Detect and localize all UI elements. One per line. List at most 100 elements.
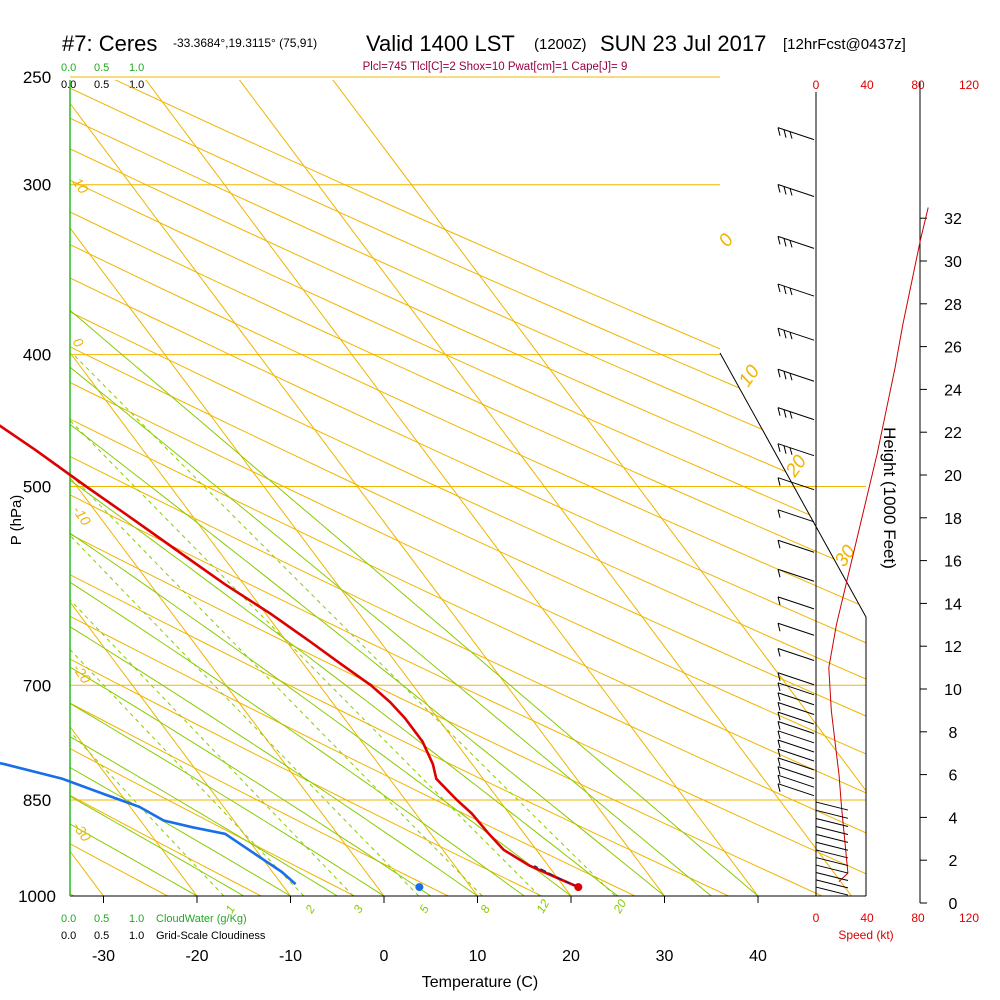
wind-barb-feather	[777, 596, 781, 605]
mixing-ratio-line	[73, 354, 616, 896]
height-tick-label: 18	[944, 511, 962, 528]
dry-adiabat	[70, 80, 729, 896]
wind-barb-feather	[783, 371, 787, 380]
dry-adiabat-label: -30	[70, 819, 95, 845]
wind-barb-feather	[777, 569, 781, 578]
wind-barb-feather	[777, 184, 781, 193]
wind-speed-tick-bottom: 0	[813, 911, 820, 925]
x-tick-label: 20	[562, 948, 580, 965]
dry-adiabat	[70, 80, 866, 896]
height-tick-label: 22	[944, 425, 962, 442]
cloud-water-scale-top: 0.0 0.5 1.0	[61, 62, 144, 74]
plot-diagonal-edge	[719, 352, 867, 896]
moist-adiabat-label: 30	[831, 541, 861, 571]
dewpoint-line	[0, 761, 297, 886]
wind-barb	[815, 857, 849, 867]
isotherm-line	[143, 80, 759, 896]
mixing-ratio-label: 3	[350, 902, 366, 915]
mixing-ratio-line	[70, 354, 225, 896]
isotherm-line	[236, 80, 852, 896]
moist-adiabat-label: 0	[715, 230, 739, 251]
wind-barb-feather	[789, 332, 793, 340]
isotherm-line	[70, 80, 385, 896]
mixing-ratio-label: 20	[610, 897, 629, 917]
mixing-ratio-label: 8	[477, 902, 493, 915]
wind-barb	[777, 766, 815, 780]
isotherm-line	[70, 80, 291, 896]
x-tick-label: 0	[380, 948, 389, 965]
mixing-ratio-line	[70, 354, 540, 896]
moist-adiabat-label: 20	[781, 451, 811, 482]
wind-barb-feather	[777, 702, 781, 711]
dry-adiabat	[70, 80, 866, 896]
wind-barb	[777, 127, 815, 141]
wind-barb-feather	[789, 373, 793, 381]
isotherm-line	[70, 80, 198, 896]
cloud-water-label: CloudWater (g/Kg)	[156, 913, 247, 925]
dry-adiabat	[70, 80, 866, 896]
wind-barb-feather	[777, 783, 781, 792]
wind-barb	[815, 826, 849, 835]
cloudiness-tick: 0.0	[61, 79, 76, 91]
wind-barb	[777, 368, 815, 382]
cloud-water-tick: 1.0	[129, 913, 144, 925]
x-tick-label: 30	[656, 948, 674, 965]
dry-adiabat-label: -20	[70, 661, 95, 687]
x-axis-title: Temperature (C)	[422, 974, 538, 991]
cloudiness-tick: 0.5	[94, 930, 109, 942]
wind-barb-feather	[777, 648, 781, 657]
isotherm-line	[70, 80, 478, 896]
wind-barb-feather	[777, 509, 781, 518]
isotherm-line	[70, 80, 665, 896]
wind-barb	[777, 682, 815, 696]
wind-barb	[815, 809, 849, 819]
height-tick-label: 12	[944, 639, 962, 656]
height-tick-label: 28	[944, 297, 962, 314]
wind-speed-profile	[828, 207, 929, 882]
height-tick-label: 8	[949, 725, 958, 742]
wind-barb	[777, 596, 815, 610]
wind-barb	[777, 730, 815, 744]
wind-speed-label: Speed (kt)	[838, 928, 893, 942]
wind-barb	[777, 711, 815, 725]
wind-barb-feather	[783, 285, 787, 295]
wind-barb-feather	[783, 186, 787, 195]
height-tick-label: 30	[944, 254, 962, 271]
wind-barb-feather	[777, 682, 781, 691]
wind-barb	[815, 841, 849, 851]
wind-speed-tick-bottom: 40	[860, 911, 874, 925]
x-tick-label: 40	[749, 948, 767, 965]
wind-barb-feather	[777, 692, 781, 701]
wind-barb-feather	[777, 369, 781, 378]
wind-barb	[815, 801, 849, 811]
height-tick-label: 6	[949, 768, 958, 785]
moist-adiabat	[70, 80, 712, 896]
sounding-series	[0, 424, 583, 892]
dry-adiabat	[70, 80, 355, 896]
dry-adiabat-label: 10	[70, 175, 92, 197]
wind-barb	[777, 692, 815, 706]
wind-barb	[815, 849, 849, 859]
pressure-tick-label: 300	[23, 176, 51, 195]
surface-temperature	[574, 883, 583, 892]
wind-barb	[777, 327, 815, 341]
wind-barb	[815, 886, 849, 896]
wind-barb-feather	[777, 775, 781, 784]
moist-adiabat	[70, 80, 572, 896]
mixing-ratio-label: 12	[533, 897, 552, 916]
wind-barb	[815, 817, 849, 827]
cloudiness-label: Grid-Scale Cloudiness	[156, 930, 266, 942]
height-tick-label: 20	[944, 468, 962, 485]
wind-barb	[777, 407, 815, 421]
dry-adiabat	[70, 80, 449, 896]
wind-barb-feather	[777, 236, 781, 245]
dry-adiabat	[70, 80, 866, 896]
moist-adiabat	[70, 80, 478, 896]
cloudiness-tick: 1.0	[129, 930, 144, 942]
dry-adiabat-label: -10	[70, 503, 95, 529]
dry-adiabat	[70, 80, 542, 896]
mixing-ratio-line	[70, 354, 305, 896]
wind-barb-feather	[777, 328, 781, 337]
